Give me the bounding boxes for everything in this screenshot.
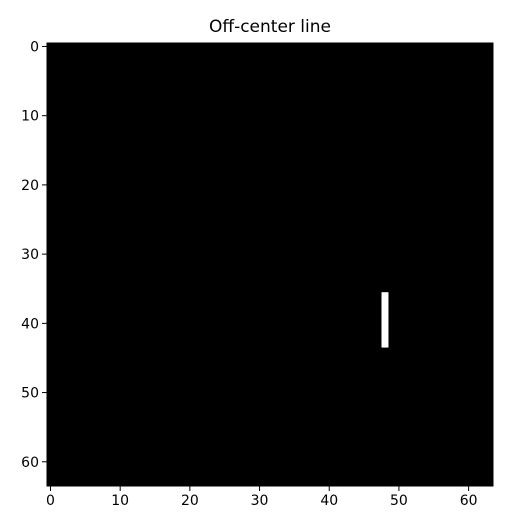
y-tick-label: 50 [21,386,39,402]
y-tick-label: 0 [30,39,39,55]
x-tick-label: 10 [111,493,129,509]
lit-pixel-segment [381,292,389,348]
y-axis: 0 10 20 30 40 50 60 [21,39,47,471]
x-tick-label: 60 [460,493,478,509]
y-tick-label: 30 [21,247,39,263]
y-tick-label: 60 [21,455,39,471]
x-tick-label: 30 [251,493,269,509]
y-tick-label: 40 [21,316,39,332]
image-area [47,43,493,486]
x-axis: 0 10 20 30 40 50 60 [46,486,478,509]
chart-title: Off-center line [209,17,331,37]
x-tick-label: 40 [320,493,338,509]
image-background [47,43,493,486]
y-tick-label: 10 [21,109,39,125]
x-tick-label: 0 [46,493,55,509]
x-tick-label: 50 [390,493,408,509]
y-tick-label: 20 [21,178,39,194]
x-tick-label: 20 [181,493,199,509]
plot-frame [46,42,494,487]
lit-pixel-layer [381,292,389,348]
